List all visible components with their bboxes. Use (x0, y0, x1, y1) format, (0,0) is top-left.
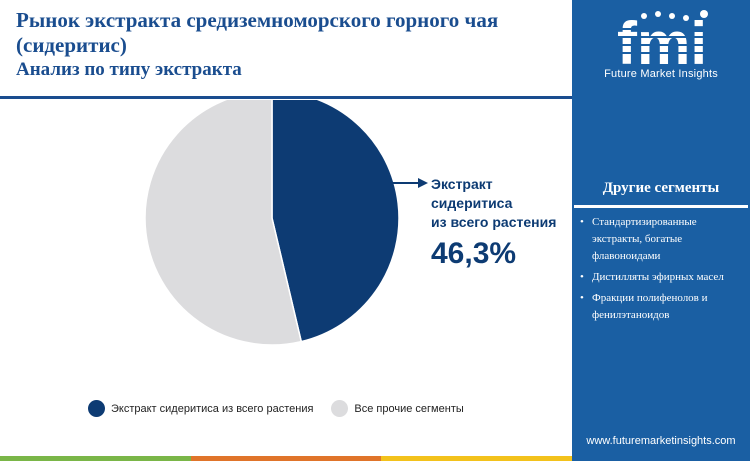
logo-stripes (594, 28, 730, 54)
callout-arrow (388, 178, 428, 188)
segment-item: • Дистилляты эфирных масел (580, 269, 742, 286)
legend-label-others: Все прочие сегменты (354, 402, 464, 415)
bottom-bar-orange (190, 456, 382, 461)
callout-value: 46,3% (431, 237, 517, 270)
segment-item-label: Фракции полифенолов и фенилэтаноидов (592, 292, 708, 321)
other-segments-list: • Стандартизированные экстракты, богатые… (580, 214, 742, 328)
logo-tagline: Future Market Insights (604, 68, 718, 80)
segment-item: • Фракции полифенолов и фенилэтаноидов (580, 290, 742, 324)
header: Рынок экстракта средиземноморского горно… (0, 0, 572, 96)
bottom-bar-green (0, 456, 191, 461)
header-divider (0, 96, 572, 99)
logo-wordmark: fmi (617, 10, 707, 77)
legend-item-whole-plant: Экстракт сидеритиса из всего растения (88, 400, 313, 417)
callout-label: Экстракт сидеритиса из всего растения (431, 176, 557, 230)
bottom-bar-yellow (381, 456, 573, 461)
chart-subtitle: Анализ по типу экстракта (16, 59, 242, 80)
sidebar (572, 0, 750, 461)
pie-slice-whole-plant (271, 100, 400, 343)
logo-dots (641, 10, 708, 21)
segment-item-label: Дистилляты эфирных масел (592, 271, 724, 283)
legend-swatch-whole-plant (88, 400, 105, 417)
callout: Экстракт сидеритиса из всего растения 46… (431, 175, 571, 270)
legend-item-others: Все прочие сегменты (331, 400, 464, 417)
legend-swatch-others (331, 400, 349, 417)
legend: Экстракт сидеритиса из всего растения Вс… (88, 400, 482, 417)
other-segments-title: Другие сегменты (602, 180, 720, 196)
segment-item-label: Стандартизированные экстракты, богатые ф… (592, 216, 697, 262)
website-url[interactable]: www.futuremarketinsights.com (586, 435, 736, 447)
bullet-icon: • (580, 292, 584, 304)
pie-chart (144, 100, 428, 346)
other-segments-divider (574, 205, 748, 208)
bullet-icon: • (580, 271, 584, 283)
fmi-logo: fmi (594, 10, 730, 77)
legend-label-whole-plant: Экстракт сидеритиса из всего растения (111, 402, 314, 415)
chart-title: Рынок экстракта средиземноморского горно… (16, 8, 499, 57)
bottom-color-bar (0, 456, 573, 461)
pie-slice-others (144, 100, 303, 346)
bullet-icon: • (580, 216, 584, 228)
segment-item: • Стандартизированные экстракты, богатые… (580, 214, 742, 265)
